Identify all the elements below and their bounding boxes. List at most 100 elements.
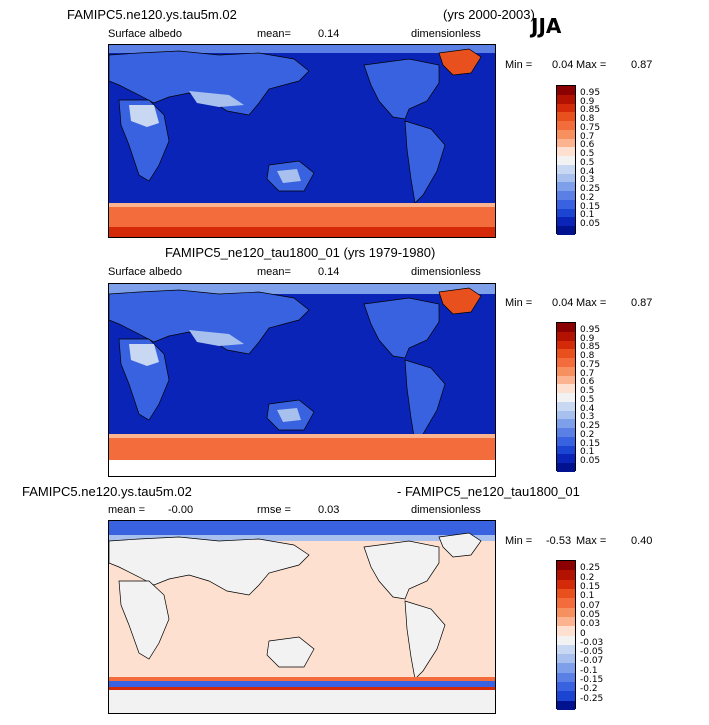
colorbar-swatch [557,616,575,627]
colorbar-swatch [557,217,575,226]
colorbar-swatch [557,331,575,341]
colorbar-tick-label: 0 [580,628,586,639]
panel1-years: (yrs 2000-2003) [443,7,535,22]
colorbar-swatch [557,226,575,235]
panel2-variable: Surface albedo [108,266,182,278]
colorbar-swatch [557,579,575,589]
colorbar-tick-label: 0.8 [580,114,595,125]
colorbar-tick-label: 0.85 [580,342,601,353]
panel2-colorbar [556,322,576,472]
colorbar-tick-label: 0.1 [580,447,595,458]
colorbar-swatch [557,419,575,428]
colorbar-swatch [557,129,575,139]
colorbar-swatch [557,94,575,104]
season-label: JJA [531,14,562,38]
colorbar-swatch [557,644,575,655]
panel3-map [108,520,496,714]
colorbar-tick-label: 0.5 [580,149,595,160]
colorbar-tick-label: 0.1 [580,210,595,221]
colorbar-tick-label: -0.05 [580,647,604,658]
colorbar-tick-label: -0.1 [580,665,598,676]
colorbar-tick-label: 0.15 [580,438,601,449]
colorbar-swatch [557,86,575,95]
colorbar-tick-label: -0.25 [580,693,604,704]
panel3-rmse-label: rmse = [257,504,291,516]
colorbar-tick-label: 0.25 [580,421,601,432]
colorbar-tick-label: 0.5 [580,386,595,397]
colorbar-tick-label: 0.3 [580,412,595,423]
colorbar-swatch [557,635,575,645]
panel1-colorbar [556,85,576,235]
colorbar-swatch [557,103,575,113]
panel1-mean-label: mean= [257,28,291,40]
panel1-case-title: FAMIPC5.ne120.ys.tau5m.02 [67,7,237,22]
panel2-units: dimensionless [411,266,481,278]
colorbar-tick-label: 0.2 [580,192,595,203]
colorbar-swatch [557,358,575,367]
colorbar-swatch [557,121,575,130]
colorbar-swatch [557,340,575,350]
panel3-case-b: - FAMIPC5_ne120_tau1800_01 [397,484,580,499]
panel2-mean-label: mean= [257,266,291,278]
colorbar-tick-label: 0.95 [580,87,601,98]
colorbar-swatch [557,208,575,218]
colorbar-swatch [557,401,575,411]
colorbar-tick-label: 0.9 [580,96,595,107]
panel2-case-title: FAMIPC5_ne120_tau1800_01 (yrs 1979-1980) [165,245,436,260]
colorbar-swatch [557,436,575,446]
colorbar-tick-label: 0.05 [580,609,601,620]
panel2-max-label: Max = [576,297,607,309]
colorbar-swatch [557,349,575,358]
colorbar-swatch [557,375,575,385]
panel3-colorbar [556,560,576,710]
colorbar-swatch [557,182,575,191]
colorbar-swatch [557,138,575,148]
colorbar-swatch [557,700,575,710]
colorbar-tick-label: 0.25 [580,184,601,195]
panel1-mean-value: 0.14 [318,28,340,40]
colorbar-tick-label: 0.85 [580,105,601,116]
colorbar-tick-label: 0.3 [580,175,595,186]
colorbar-tick-label: 0.2 [580,429,595,440]
colorbar-tick-label: -0.15 [580,675,604,686]
panel1-map [108,44,496,238]
colorbar-tick-label: -0.2 [580,684,598,695]
colorbar-swatch [557,691,575,701]
panel1-max-label: Max = [576,59,607,71]
colorbar-swatch [557,682,575,692]
colorbar-swatch [557,393,575,402]
colorbar-swatch [557,588,575,599]
colorbar-swatch [557,570,575,580]
panel3-case-a: FAMIPC5.ne120.ys.tau5m.02 [22,484,192,499]
colorbar-swatch [557,199,575,209]
colorbar-tick-label: 0.03 [580,619,601,630]
colorbar-tick-label: -0.03 [580,637,604,648]
panel3-max-value: 0.40 [631,535,653,547]
panel2-mean-value: 0.14 [318,266,340,278]
colorbar-swatch [557,164,575,174]
colorbar-swatch [557,323,575,332]
colorbar-tick-label: 0.15 [580,581,601,592]
panel1-min-value: 0.04 [552,59,574,71]
colorbar-tick-label: 0.6 [580,140,595,151]
colorbar-tick-label: 0.6 [580,377,595,388]
panel3-mean-value: -0.00 [168,504,194,516]
colorbar-tick-label: 0.7 [580,131,595,142]
panel1-min-label: Min = [505,59,533,71]
colorbar-swatch [557,156,575,165]
colorbar-tick-label: 0.05 [580,219,601,230]
panel3-units: dimensionless [411,504,481,516]
colorbar-tick-label: 0.2 [580,572,595,583]
panel3-min-label: Min = [505,535,533,547]
colorbar-tick-label: 0.4 [580,166,595,177]
panel1-max-value: 0.87 [631,59,653,71]
colorbar-tick-label: 0.5 [580,157,595,168]
panel3-max-label: Max = [576,535,607,547]
colorbar-swatch [557,626,575,636]
colorbar-swatch [557,561,575,571]
panel2-min-label: Min = [505,297,533,309]
colorbar-swatch [557,410,575,420]
panel2-min-value: 0.04 [552,297,574,309]
colorbar-swatch [557,147,575,156]
colorbar-swatch [557,428,575,437]
